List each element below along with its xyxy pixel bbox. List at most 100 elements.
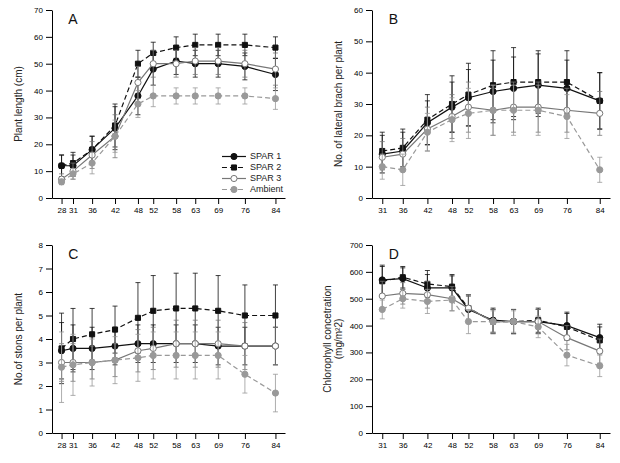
tick-label: 48 (134, 441, 143, 450)
tick-mark (46, 117, 52, 118)
tick-label: 84 (271, 441, 280, 450)
point (216, 308, 221, 313)
tick-mark (73, 198, 74, 204)
error-bar (597, 157, 602, 182)
error-bar (193, 332, 198, 379)
x-tick: 31 (378, 198, 387, 215)
tick-label: 36 (399, 206, 408, 215)
point (90, 332, 95, 337)
series (58, 85, 278, 185)
point (150, 352, 156, 358)
tick-label: 300 (350, 348, 364, 357)
tick-label: 42 (111, 206, 120, 215)
x-tick: 42 (423, 433, 432, 450)
tick-mark (138, 198, 139, 204)
point (242, 343, 248, 349)
y-tick: 300 (350, 348, 372, 357)
tick-label: 30 (354, 100, 363, 109)
y-tick: 0 (39, 429, 52, 438)
point (379, 293, 385, 299)
tick-mark (153, 433, 154, 439)
panel-label: B (389, 11, 398, 27)
tick-mark (195, 433, 196, 439)
tick-label: 76 (241, 206, 250, 215)
y-axis-title: Plant length (cm) (13, 66, 24, 142)
x-tick: 36 (399, 198, 408, 215)
tick-mark (62, 198, 63, 204)
error-bar (71, 334, 76, 395)
tick-mark (538, 198, 539, 204)
y-axis-title: Chlorophyll concetration(mg/m²2) (322, 285, 344, 392)
error-bar (273, 88, 278, 109)
point (173, 93, 179, 99)
error-bar (71, 163, 76, 179)
tick-mark (46, 91, 52, 92)
series (58, 320, 278, 381)
point (173, 352, 179, 358)
tick-mark (218, 198, 219, 204)
x-tick: 84 (271, 433, 280, 450)
y-axis: 012345678 (39, 241, 53, 438)
y-tick: 70 (34, 6, 52, 15)
tick-label: 700 (350, 241, 364, 250)
error-bar (216, 332, 221, 379)
tick-label: 100 (350, 402, 364, 411)
tick-label: 50 (34, 60, 43, 69)
series-line (62, 61, 276, 179)
tick-label: 200 (350, 375, 364, 384)
x-tick: 63 (191, 198, 200, 215)
y-tick: 4 (39, 335, 52, 344)
tick-label: 84 (271, 206, 280, 215)
x-tick: 52 (149, 433, 158, 450)
x-tick: 69 (214, 433, 223, 450)
tick-label: 58 (489, 206, 498, 215)
y-tick: 60 (354, 6, 372, 15)
tick-mark (468, 198, 469, 204)
tick-label: 42 (111, 441, 120, 450)
point (135, 79, 141, 85)
y-tick: 3 (39, 359, 52, 368)
x-tick: 69 (534, 198, 543, 215)
y-tick: 30 (34, 113, 52, 122)
series (58, 323, 278, 379)
y-axis: 0100200300400500600700 (350, 241, 373, 438)
tick-label: 58 (489, 441, 498, 450)
y-tick: 20 (34, 140, 52, 149)
error-bar (450, 289, 455, 310)
error-bar (400, 154, 405, 185)
legend-item: SPAR 2 (222, 162, 281, 172)
tick-mark (493, 198, 494, 204)
tick-mark (366, 379, 372, 380)
tick-mark (92, 198, 93, 204)
point (135, 315, 140, 320)
panel-label: C (68, 246, 78, 262)
x-tick: 28 (58, 198, 67, 215)
x-tick: 42 (111, 433, 120, 450)
tick-label: 20 (354, 131, 363, 140)
panel-label: D (389, 246, 399, 262)
point (510, 107, 516, 113)
legend-marker (231, 165, 236, 170)
tick-label: 70 (34, 6, 43, 15)
series-line (62, 355, 276, 393)
point (173, 61, 179, 67)
tick-label: 76 (241, 441, 250, 450)
point (89, 359, 95, 365)
point (242, 93, 248, 99)
y-tick: 200 (350, 375, 372, 384)
error-bar (466, 88, 471, 138)
point (242, 313, 247, 318)
legend-marker (231, 186, 237, 192)
error-bar (380, 300, 385, 319)
tick-mark (275, 198, 276, 204)
tick-mark (403, 433, 404, 439)
axis-line (52, 11, 53, 199)
tick-mark (366, 198, 372, 199)
tick-label: 6 (39, 288, 44, 297)
error-bar (491, 85, 496, 135)
tick-label: 63 (510, 441, 519, 450)
point (242, 343, 248, 349)
series (380, 48, 603, 170)
point (215, 58, 221, 64)
tick-label: 5 (39, 312, 44, 321)
